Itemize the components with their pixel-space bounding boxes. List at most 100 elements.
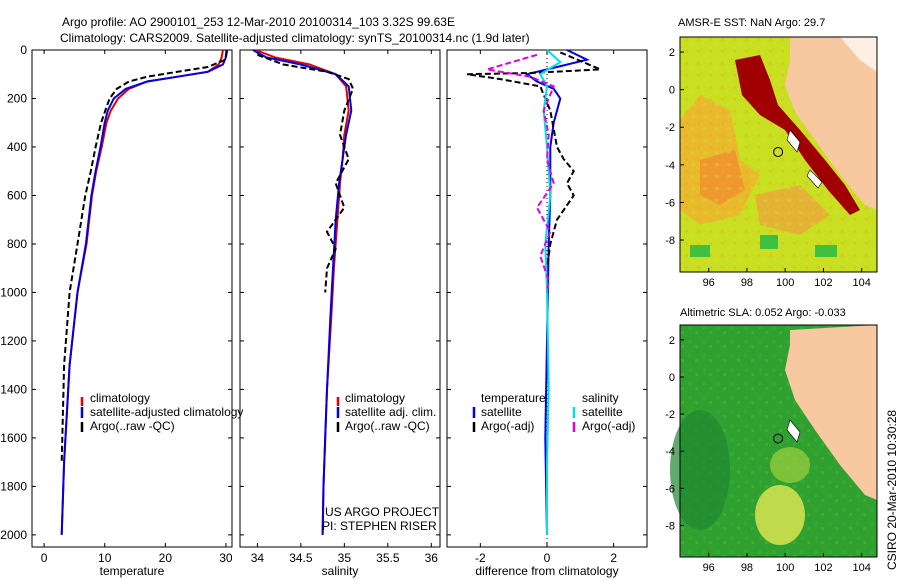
map-y-tick-label: -8 [665, 520, 675, 532]
map-x-tick-label: 100 [776, 277, 794, 289]
map-y-tick-label: -2 [665, 409, 675, 421]
map-y-tick-label: -6 [665, 483, 675, 495]
y-tick-label: 200 [7, 91, 27, 105]
series-line-salinity-satellite [538, 49, 562, 535]
map-y-tick-label: -6 [665, 197, 675, 209]
x-tick-label: 35.5 [376, 551, 400, 565]
map-x-tick-label: 100 [776, 562, 794, 574]
x-tick-label: 0 [544, 551, 551, 565]
sla-map-title: Altimetric SLA: 0.052 Argo: -0.033 [680, 307, 846, 319]
map-y-tick-label: 0 [669, 372, 675, 384]
x-tick-label: 30 [219, 551, 233, 565]
island [786, 129, 801, 153]
x-tick-label: 34.5 [289, 551, 313, 565]
difference-legend: temperature satellite Argo(-adj) salinit… [472, 391, 635, 433]
sst-axes: 96 98 100 102 104 2 0 -2 -4 -6 -8 [665, 36, 878, 289]
map-x-tick-label: 104 [853, 562, 871, 574]
csiro-timestamp: CSIRO 20-Mar-2010 10:30:28 [885, 410, 899, 570]
temperature-panel: 0 10 20 30 0 200 400 600 800 1000 1200 1400 1600 1800… [0, 43, 233, 578]
title-line-1: Argo profile: AO 2900101_253 12-Mar-2010… [62, 15, 455, 29]
pi-annotation: PI: STEPHEN RISER [322, 519, 437, 533]
legend-label: satellite adj. clim. [345, 405, 436, 419]
map-x-tick-label: 102 [814, 562, 832, 574]
sla-high-region [770, 447, 810, 483]
map-y-tick-label: -8 [665, 235, 675, 247]
sumatra-land [785, 37, 877, 210]
map-frame [679, 324, 878, 558]
map-y-tick-label: 2 [669, 47, 675, 59]
x-tick-label: -2 [475, 551, 486, 565]
legend-label: climatology [90, 391, 150, 405]
x-tick-label: 0 [41, 551, 48, 565]
sst-cool-patch [690, 245, 710, 257]
x-tick-label: 34 [251, 551, 265, 565]
y-tick-label: 400 [7, 140, 27, 154]
y-tick-label: 1400 [0, 382, 27, 396]
salinity-panel: 34 34.5 35 35.5 36 salinity [239, 49, 441, 578]
x-tick-label: 20 [159, 551, 173, 565]
sst-missing-data [840, 37, 877, 72]
y-tick-label: 1800 [0, 479, 27, 493]
x-tick-label: 10 [98, 551, 112, 565]
y-tick-label: 1600 [0, 431, 27, 445]
legend-label: Argo(..raw -QC) [90, 419, 175, 433]
x-axis-label: temperature [100, 564, 165, 578]
series-line-argo-raw-qc- [60, 51, 228, 463]
map-x-tick-label: 98 [741, 277, 753, 289]
series-line-satellite [60, 49, 229, 535]
y-tick-label: 600 [7, 188, 27, 202]
map-y-tick-label: -2 [665, 122, 675, 134]
y-tick-label: 800 [7, 237, 27, 251]
island [786, 419, 801, 443]
map-x-tick-label: 98 [741, 562, 753, 574]
map-x-tick-label: 96 [703, 277, 715, 289]
sst-hot-coastal-band [735, 55, 860, 215]
legend-label: satellite [481, 405, 522, 419]
y-tick-label: 2000 [0, 528, 27, 542]
sumatra-land [785, 325, 877, 500]
salinity-legend: climatology satellite adj. clim. Argo(..… [322, 391, 440, 533]
map-y-tick-label: 0 [669, 85, 675, 97]
plot-frame [239, 49, 441, 548]
y-tick-label: 1200 [0, 334, 27, 348]
sla-low-region [670, 410, 730, 530]
legend-label: Argo(-adj) [481, 419, 534, 433]
sst-cool-patch [760, 235, 778, 249]
argo-location-marker [773, 147, 784, 158]
map-y-tick-label: -4 [665, 160, 675, 172]
legend-label: satellite [582, 405, 623, 419]
sla-map: 96 98 100 102 104 2 0 -2 -4 -6 -8 [665, 324, 878, 574]
sst-map: 96 98 100 102 104 2 0 -2 -4 -6 -8 [665, 36, 878, 289]
map-x-tick-label: 104 [853, 277, 871, 289]
sla-high-region [755, 485, 805, 545]
legend-label: climatology [345, 391, 405, 405]
sst-cool-patch [815, 245, 837, 257]
x-tick-label: 35 [338, 551, 352, 565]
map-frame [679, 36, 878, 273]
map-y-tick-label: 2 [669, 335, 675, 347]
legend-label: Argo(..raw -QC) [345, 419, 430, 433]
series-line-salinity-argo [486, 53, 556, 293]
legend-label: satellite-adjusted climatology [90, 405, 243, 419]
legend-heading-temperature: temperature [481, 391, 546, 405]
island [806, 169, 823, 189]
sst-map-title: AMSR-E SST: NaN Argo: 29.7 [678, 17, 825, 29]
y-tick-label: 1000 [0, 285, 27, 299]
x-tick-label: 36 [425, 551, 439, 565]
sla-axes: 96 98 100 102 104 2 0 -2 -4 -6 -8 [665, 324, 878, 574]
x-axis-label: difference from climatology [475, 564, 618, 578]
temperature-legend: climatology satellite-adjusted climatolo… [80, 391, 243, 433]
title-line-2: Climatology: CARS2009. Satellite-adjuste… [60, 31, 530, 45]
legend-label: Argo(-adj) [582, 419, 635, 433]
plot-frame [31, 49, 233, 548]
map-x-tick-label: 96 [703, 562, 715, 574]
series-line-temperature-argo [466, 51, 601, 269]
x-axis-label: salinity [322, 564, 359, 578]
x-tick-label: 2 [610, 551, 617, 565]
project-annotation: US ARGO PROJECT [325, 505, 440, 519]
map-x-tick-label: 102 [814, 277, 832, 289]
argo-location-marker [773, 433, 784, 444]
series-line-satellite [252, 49, 353, 535]
